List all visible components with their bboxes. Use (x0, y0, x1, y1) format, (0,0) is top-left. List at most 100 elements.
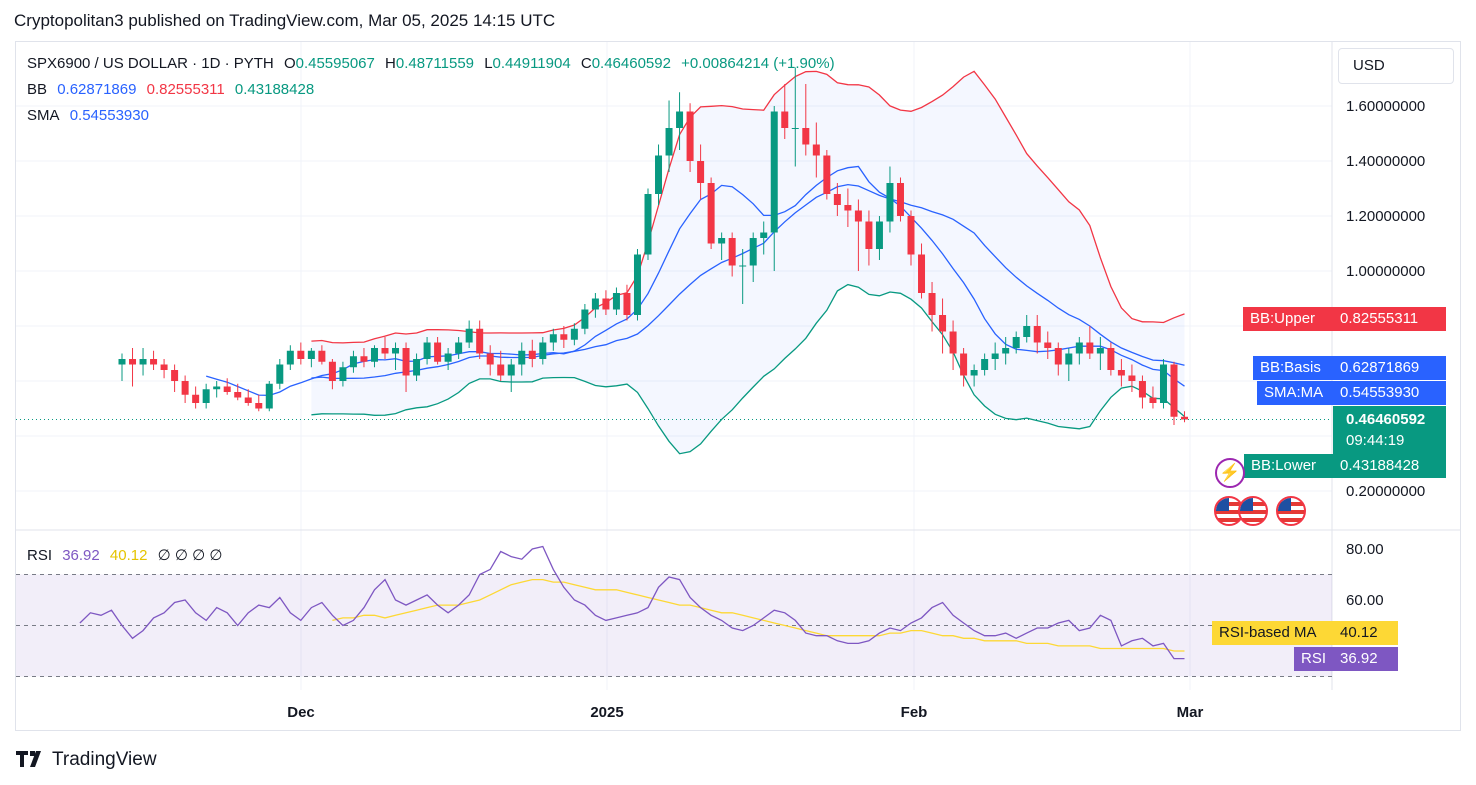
tradingview-logo-icon (16, 751, 41, 767)
candle-body (1044, 342, 1052, 348)
lightning-icon[interactable]: ⚡ (1215, 458, 1245, 488)
candle (181, 375, 189, 403)
candle-body (739, 265, 747, 267)
bb-legend[interactable]: BB 0.62871869 0.82555311 0.43188428 (27, 81, 315, 98)
candle (1170, 361, 1178, 425)
candle-body (697, 161, 705, 183)
bb-basis-tag-name: BB:Basis (1253, 356, 1333, 380)
candle (896, 177, 904, 222)
open-value: 0.45595067 (295, 55, 375, 72)
rsi-ma-tag-name: RSI-based MA (1212, 621, 1333, 645)
rsi-line (79, 545, 1185, 660)
candle-body (770, 111, 778, 233)
candle (770, 106, 778, 271)
candle-body (907, 216, 915, 255)
candle (644, 188, 652, 260)
candle (192, 386, 200, 409)
candle-body (939, 315, 947, 332)
candle-body (591, 298, 599, 310)
candle (423, 337, 431, 365)
candle (823, 150, 831, 200)
candle-body (1012, 337, 1020, 348)
candle-body (1138, 381, 1146, 398)
last-price-tag: 0.46460592 09:44:19 (1333, 406, 1446, 454)
candle-body (1159, 364, 1167, 403)
us-flag-icon[interactable] (1238, 496, 1268, 526)
candle-body (707, 183, 715, 244)
candle (455, 337, 463, 359)
candle (1159, 359, 1167, 409)
candle-body (213, 386, 221, 390)
bb-lower-tag-value: 0.43188428 (1333, 454, 1446, 478)
candle-body (129, 359, 137, 365)
candle (286, 345, 294, 370)
candle (570, 323, 578, 346)
candle (139, 348, 147, 376)
candle (549, 328, 557, 351)
candle (234, 383, 242, 401)
candle-body (518, 350, 526, 365)
candle (833, 183, 841, 216)
candle (265, 381, 273, 412)
candle-body (823, 155, 831, 194)
symbol-label[interactable]: SPX6900 / US DOLLAR · 1D · PYTH (27, 55, 274, 72)
currency-button[interactable]: USD (1338, 48, 1454, 84)
candle (844, 188, 852, 227)
candle-body (307, 350, 315, 359)
candle-body (402, 348, 410, 376)
candle (486, 345, 494, 376)
candle (539, 337, 547, 365)
candle-body (970, 370, 978, 376)
rsi-tag-value: 36.92 (1333, 647, 1398, 671)
candle-body (297, 350, 305, 359)
candle (655, 144, 663, 205)
candle (413, 353, 421, 381)
candle (812, 122, 820, 178)
rsi-legend[interactable]: RSI 36.92 40.12 ∅ ∅ ∅ ∅ (27, 547, 223, 564)
candle-body (255, 403, 263, 409)
candle-body (875, 221, 883, 249)
candle (276, 359, 284, 390)
candle-body (549, 334, 557, 343)
bb-upper-line (311, 70, 1185, 344)
candle (1054, 342, 1062, 376)
candle (623, 284, 631, 321)
candle-body (1023, 326, 1031, 337)
candle-body (665, 128, 673, 156)
candle-body (655, 155, 663, 194)
candle (497, 350, 505, 381)
candle (507, 359, 515, 392)
candle (129, 348, 137, 387)
last-price-value: 0.46460592 (1346, 411, 1426, 428)
candle-body (949, 331, 957, 354)
candle (381, 337, 389, 359)
candle (518, 342, 526, 376)
candle-body (612, 293, 620, 310)
candle (360, 348, 368, 368)
tradingview-logo[interactable]: TradingView (16, 749, 157, 771)
price-axis-label: 1.60000000 (1346, 98, 1426, 115)
candle-body (202, 389, 210, 403)
sma-value: 0.54553930 (69, 107, 149, 124)
candle (739, 249, 747, 304)
candle (781, 84, 789, 139)
candle-body (318, 350, 326, 362)
candle-body (802, 128, 810, 145)
candle-body (444, 353, 452, 362)
candle (150, 350, 158, 370)
us-flag-icon[interactable] (1276, 496, 1306, 526)
candle (875, 216, 883, 260)
candle (728, 232, 736, 277)
candle-body (1086, 342, 1094, 354)
candle-body (844, 205, 852, 211)
candle (1002, 337, 1010, 365)
chart-frame (15, 41, 1461, 731)
candle-body (644, 194, 652, 255)
candle-body (1002, 348, 1010, 354)
sma-legend[interactable]: SMA 0.54553930 (27, 107, 149, 124)
candle (349, 350, 357, 373)
candle-body (918, 254, 926, 293)
candle (434, 337, 442, 365)
candle-body (413, 359, 421, 376)
